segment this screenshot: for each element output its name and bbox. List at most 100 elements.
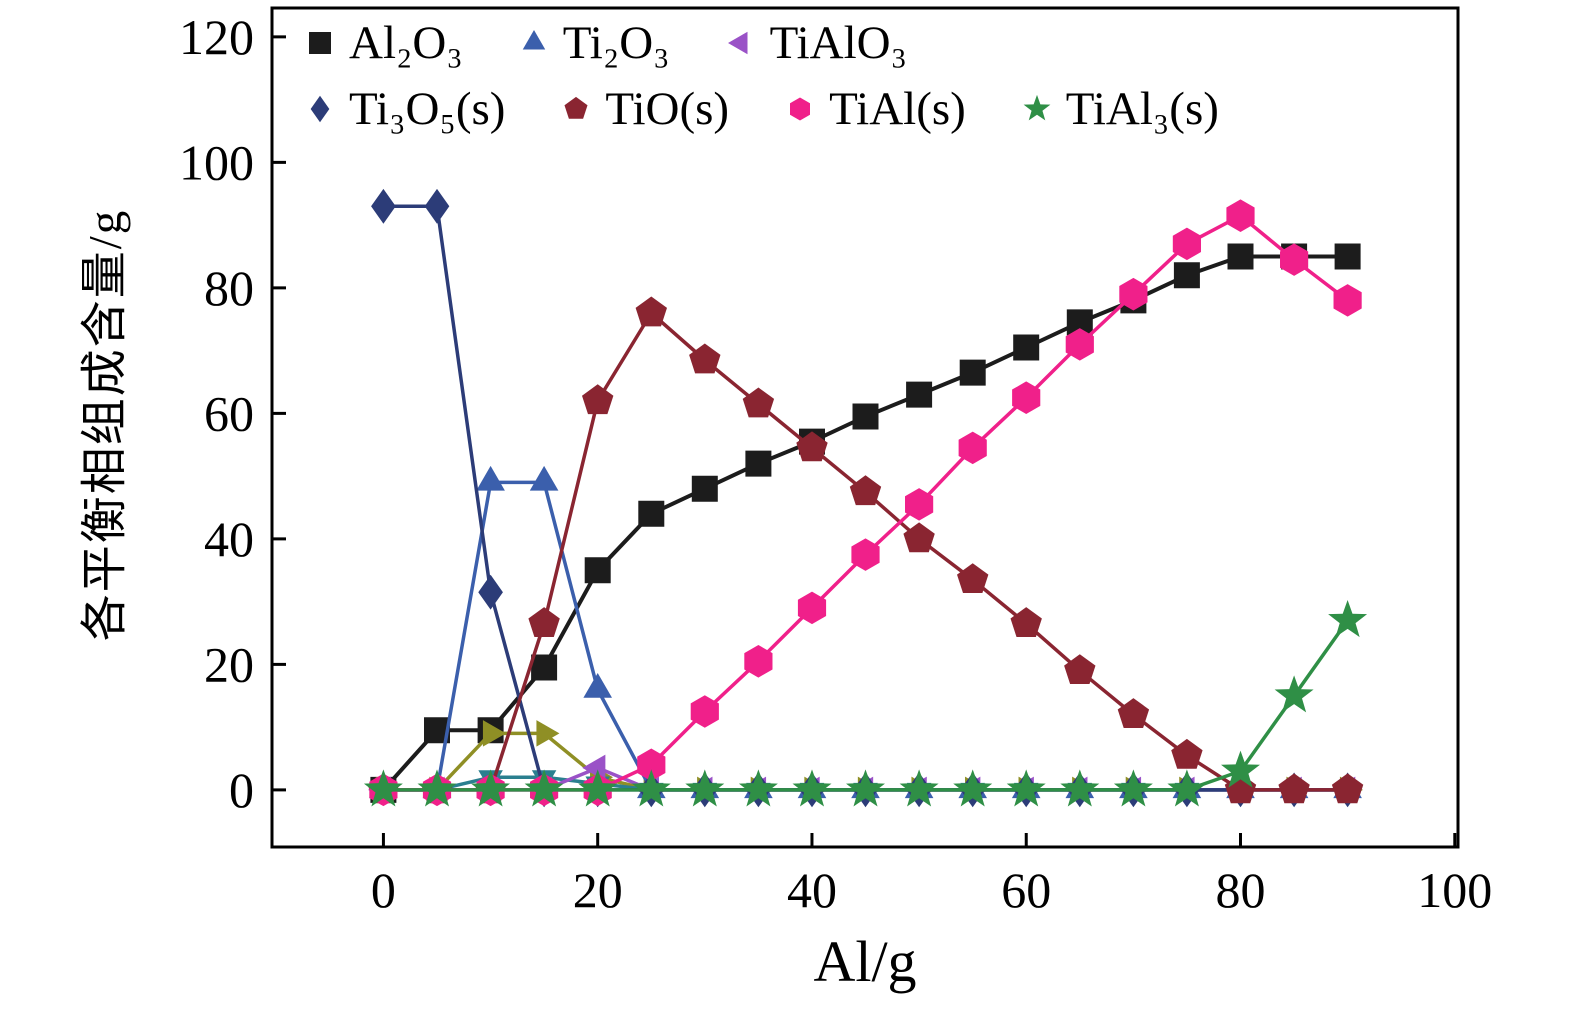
series-TiAl3-marker — [1167, 769, 1207, 807]
x-tick-label: 0 — [371, 862, 396, 918]
series-TiAl3-marker — [417, 769, 457, 807]
series-TiO-marker — [957, 563, 989, 594]
series-TiAl3-marker — [846, 769, 885, 807]
series-TiAl-marker — [637, 748, 666, 782]
series-TiAl3-marker — [363, 769, 403, 807]
series-TiAl-marker — [1119, 277, 1148, 311]
legend-row: Ti₃O₅(s) TiO(s) TiAl(s) TiAl₃(s) — [303, 82, 1219, 136]
series-TiAl-marker — [1065, 328, 1094, 361]
series-TiAl3-marker — [631, 769, 671, 807]
legend-label-Ti3O5: Ti₃O₅(s) — [349, 83, 506, 135]
y-tick-label: 80 — [204, 260, 254, 316]
series-Ti2O3-marker — [476, 465, 505, 491]
series-TiAl3-marker — [578, 769, 618, 807]
series-Ti3O5-marker — [478, 574, 503, 610]
series-TiO-marker — [742, 387, 775, 418]
series-Al2O3-marker — [531, 654, 558, 681]
y-tick-label: 100 — [179, 134, 254, 190]
series-TiAl3-marker — [1006, 769, 1046, 807]
legend-item-TiO: TiO(s) — [559, 82, 729, 136]
plot-frame — [270, 6, 1460, 849]
series-TiAl3-marker — [1221, 750, 1260, 788]
y-tick-label: 20 — [204, 636, 254, 692]
x-axis-title: Al/g — [813, 929, 917, 994]
series-TiAl3-marker — [524, 769, 564, 807]
series-Al2O3-marker — [1013, 334, 1040, 361]
series-Al2O3-marker — [1173, 262, 1200, 289]
y-tick-label: 0 — [229, 762, 254, 818]
series-TiAl3-marker — [792, 769, 832, 807]
Ti3O5-legend-marker-icon — [310, 95, 330, 123]
y-axis-title: 各平衡相组成含量/g — [79, 208, 132, 642]
x-tick-label: 100 — [1417, 862, 1492, 918]
series-Ti3O5-marker — [371, 188, 396, 224]
TiO-legend-marker-icon — [564, 96, 588, 119]
series-TiAl-marker — [1226, 199, 1255, 232]
series-Al2O3-marker — [852, 403, 879, 430]
series-olive-phase-marker — [482, 720, 506, 747]
TiAl3-legend-marker-icon — [1023, 94, 1051, 121]
series-TiAl3-marker — [1060, 769, 1100, 807]
TiAlO3-legend-marker-icon — [727, 31, 748, 55]
TiAl-legend-marker-icon — [790, 97, 811, 121]
series-TiO-marker — [1278, 773, 1310, 804]
series-TiO-marker — [528, 607, 560, 637]
series-TiO-marker — [1010, 607, 1042, 637]
series-Al2O3-marker — [906, 381, 933, 408]
legend-row: Al₂O₃ Ti₂O₃ TiAlO₃ — [303, 16, 1219, 70]
legend-label-Ti2O3: Ti₂O₃ — [562, 17, 670, 69]
series-TiAl3-marker — [471, 769, 511, 807]
legend-item-Ti3O5: Ti₃O₅(s) — [303, 82, 505, 136]
legend-label-TiAl: TiAl(s) — [829, 83, 966, 135]
series-TiAl3-marker — [899, 769, 939, 807]
series-TiO-marker — [1171, 738, 1203, 769]
series-Al2O3-marker — [745, 450, 772, 477]
series-Al2O3-marker — [584, 557, 611, 584]
series-Al2O3-marker — [691, 475, 718, 502]
series-TiAl3-marker — [953, 769, 993, 807]
series-Al2O3-line — [381, 254, 1348, 792]
series-TiO-marker — [1064, 654, 1096, 685]
legend-item-TiAl3: TiAl₃(s) — [1020, 82, 1219, 136]
x-tick-label: 40 — [787, 862, 837, 918]
series-TiAl-marker — [851, 538, 880, 571]
series-TiO-marker — [1117, 698, 1150, 728]
series-TiAl-marker — [1280, 243, 1309, 276]
y-tick-label: 120 — [179, 9, 254, 65]
series-TiAlO3-marker — [582, 754, 606, 782]
series-Ti2O3-marker — [529, 465, 559, 491]
series-Ti3O5-marker — [424, 188, 450, 224]
legend-label-TiAlO3: TiAlO₃ — [769, 17, 908, 69]
series-TiO-marker — [1331, 773, 1364, 804]
y-tick-label: 60 — [204, 385, 254, 441]
series-TiO-marker — [796, 431, 828, 462]
Ti2O3-legend-marker-icon — [522, 30, 545, 50]
series-Al2O3-marker — [1066, 309, 1093, 336]
legend-item-TiAlO3: TiAlO₃ — [724, 16, 907, 70]
series-Al2O3-marker — [1227, 243, 1254, 270]
series-olive-phase-marker — [536, 720, 560, 747]
legend-label-Al2O3: Al₂O₃ — [349, 17, 463, 69]
series-TiAl-marker — [690, 695, 719, 728]
x-tick-label: 60 — [1001, 862, 1051, 918]
series-TiAl-marker — [958, 431, 987, 465]
x-tick-label: 20 — [573, 862, 623, 918]
series-TiAl-marker — [744, 645, 773, 678]
series-TiAl3-marker — [738, 769, 778, 807]
series-TiAl-marker — [797, 591, 827, 625]
series-TiO-marker — [689, 343, 721, 374]
legend-item-TiAl: TiAl(s) — [783, 82, 966, 136]
series-Al2O3-marker — [638, 500, 665, 527]
series-TiO-marker — [849, 475, 882, 506]
series-TiAl3-marker — [1113, 769, 1153, 807]
series-TiAl-marker — [1012, 381, 1041, 414]
legend: Al₂O₃ Ti₂O₃ TiAlO₃ Ti₃O₅(s) TiO(s) TiAl(s) TiA… — [303, 16, 1219, 136]
series-TiAl-marker — [905, 488, 934, 521]
series-Al2O3-marker — [1334, 243, 1361, 270]
y-tick-label: 40 — [204, 511, 254, 567]
Al2O3-legend-marker-icon — [309, 32, 331, 54]
series-TiAl3-marker — [1328, 600, 1368, 638]
series-Ti2O3-marker — [583, 672, 613, 698]
series-TiAl-marker — [1333, 284, 1362, 317]
